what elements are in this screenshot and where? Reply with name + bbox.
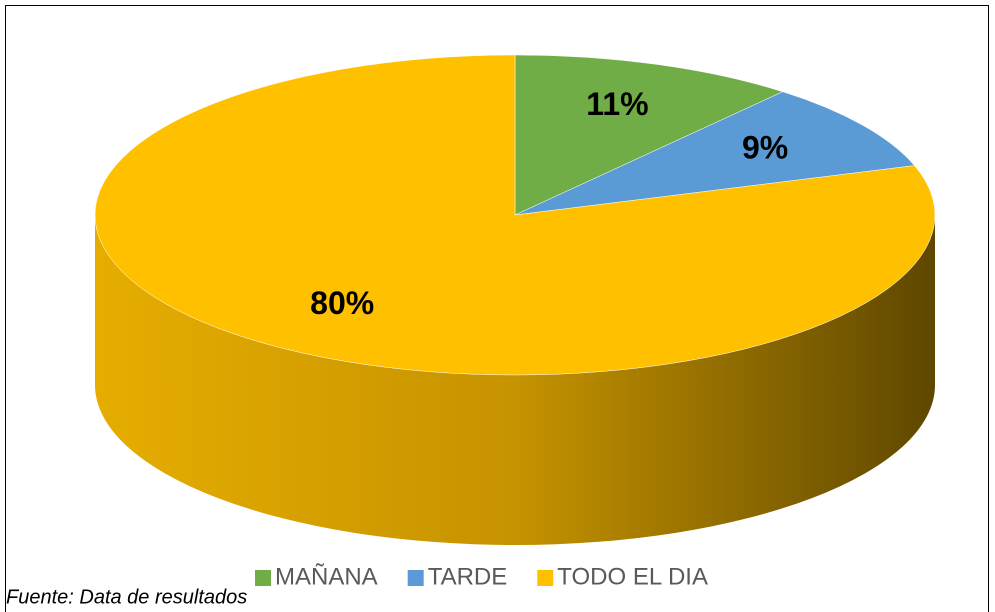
data-label: 11% — [586, 86, 648, 122]
legend-label: MAÑANA — [275, 563, 378, 590]
pie-slice — [514, 54, 784, 216]
pie-side — [95, 215, 935, 545]
legend-swatch — [537, 570, 554, 586]
data-label: 80% — [310, 285, 374, 321]
legend-swatch — [407, 570, 424, 586]
legend-label: TODO EL DIA — [557, 563, 708, 590]
legend-label: TARDE — [428, 563, 508, 590]
source-note: Fuente: Data de resultados — [6, 586, 247, 608]
pie-slice — [514, 91, 915, 216]
chart-border — [5, 5, 989, 612]
pie-slice — [94, 54, 936, 376]
legend-swatch — [255, 570, 271, 586]
data-label: 9% — [742, 130, 788, 166]
